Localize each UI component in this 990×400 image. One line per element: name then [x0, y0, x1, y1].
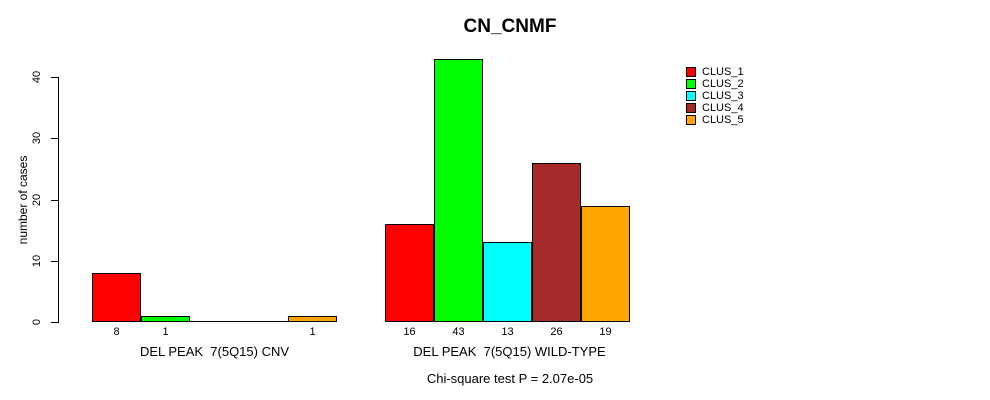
legend-swatch-clus_5: [686, 115, 696, 125]
bar-zero-clus_4-group1: [239, 321, 288, 322]
bar-value-label: 16: [403, 326, 416, 338]
bar-zero-clus_3-group1: [190, 321, 239, 322]
legend-label: CLUS_3: [702, 89, 744, 102]
bar-value-label: 1: [309, 326, 316, 338]
bar-clus_2-group2: [434, 59, 483, 322]
bar-clus_5-group2: [581, 206, 630, 322]
x-group-label-cnv: DEL PEAK 7(5Q15) CNV: [139, 344, 290, 359]
chart-title: CN_CNMF: [463, 16, 557, 37]
y-axis-label: number of cases: [16, 155, 30, 245]
bar-value-label: 13: [501, 326, 514, 338]
legend-label: CLUS_2: [702, 77, 744, 90]
legend-row: CLUS_3: [686, 90, 744, 102]
y-tick: [51, 77, 58, 78]
bar-value-label: 1: [162, 326, 169, 338]
y-tick-label: 10: [31, 254, 43, 268]
y-tick-label: 40: [31, 70, 43, 84]
bar-clus_3-group2: [483, 242, 532, 322]
y-tick: [51, 322, 58, 323]
legend-swatch-clus_1: [686, 67, 696, 77]
bar-value-label: 8: [113, 326, 120, 338]
bar-clus_2-group1: [141, 316, 190, 322]
y-tick: [51, 200, 58, 201]
x-group-label-wild-type: DEL PEAK 7(5Q15) WILD-TYPE: [413, 344, 606, 359]
bar-clus_1-group1: [92, 273, 141, 322]
bar-value-label: 19: [599, 326, 612, 338]
legend-row: CLUS_2: [686, 78, 744, 90]
legend-swatch-clus_4: [686, 103, 696, 113]
legend: CLUS_1 CLUS_2 CLUS_3 CLUS_4 CLUS_5: [686, 66, 744, 126]
legend-swatch-clus_2: [686, 79, 696, 89]
bar-clus_4-group2: [532, 163, 581, 322]
legend-label: CLUS_4: [702, 101, 744, 114]
y-tick-label: 0: [31, 318, 43, 326]
bar-value-label: 43: [452, 326, 465, 338]
bar-clus_5-group1: [288, 316, 337, 322]
chi-square-note: Chi-square test P = 2.07e-05: [426, 371, 594, 386]
y-axis-line: [58, 77, 59, 323]
legend-label: CLUS_5: [702, 113, 744, 126]
legend-row: CLUS_4: [686, 102, 744, 114]
bar-clus_1-group2: [385, 224, 434, 322]
y-tick-label: 20: [31, 193, 43, 207]
y-tick: [51, 138, 58, 139]
bar-value-label: 26: [550, 326, 563, 338]
y-tick-label: 30: [31, 131, 43, 145]
legend-row: CLUS_1: [686, 66, 744, 78]
y-tick: [51, 261, 58, 262]
legend-label: CLUS_1: [702, 65, 744, 78]
legend-swatch-clus_3: [686, 91, 696, 101]
legend-row: CLUS_5: [686, 114, 744, 126]
